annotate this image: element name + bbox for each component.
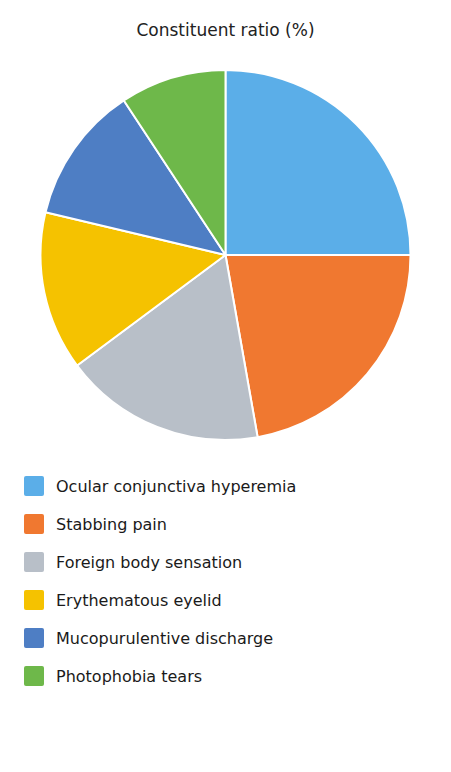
legend-label: Erythematous eyelid bbox=[56, 591, 222, 610]
title: Constituent ratio (%) bbox=[136, 20, 314, 40]
legend-label: Ocular conjunctiva hyperemia bbox=[56, 477, 296, 496]
pie-slice bbox=[124, 70, 226, 255]
chart: Constituent ratio (%) Ocular conjunctiva … bbox=[0, 0, 451, 772]
legend-label: Stabbing pain bbox=[56, 515, 167, 534]
legend-label: Foreign body sensation bbox=[56, 553, 242, 572]
legend: Ocular conjunctiva hyperemia Stabbing pai… bbox=[24, 476, 296, 686]
legend-label: Photophobia tears bbox=[56, 667, 202, 686]
legend-swatch bbox=[24, 514, 44, 534]
chart-container: Constituent ratio (%) Ocular conjunctiva … bbox=[0, 0, 451, 772]
pie bbox=[40, 70, 410, 440]
legend-swatch bbox=[24, 476, 44, 496]
legend-label: Mucopurulentive discharge bbox=[56, 629, 273, 648]
pie-slice bbox=[226, 70, 411, 255]
legend-swatch bbox=[24, 666, 44, 686]
legend-swatch bbox=[24, 590, 44, 610]
legend-swatch bbox=[24, 552, 44, 572]
legend-swatch bbox=[24, 628, 44, 648]
